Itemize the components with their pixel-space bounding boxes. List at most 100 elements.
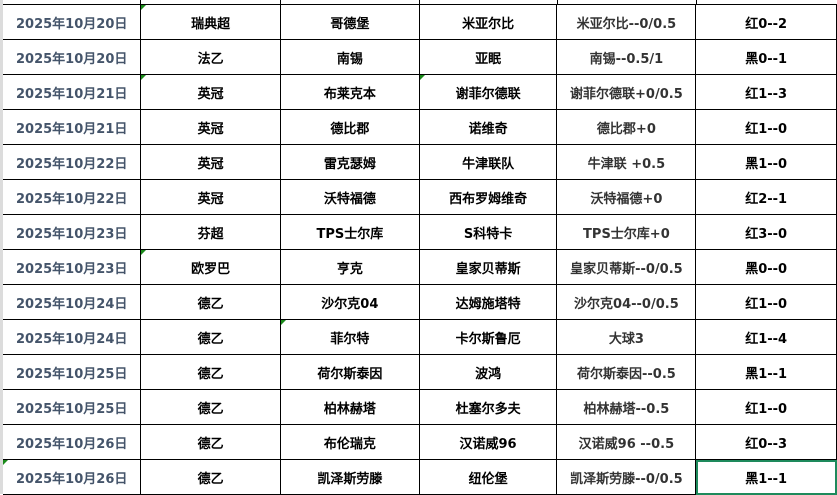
home-team-cell[interactable]: 布莱克本 bbox=[279, 74, 420, 110]
date-cell[interactable]: 2025年10月22日 bbox=[3, 144, 142, 180]
home-team-cell[interactable]: 德比郡 bbox=[279, 109, 420, 145]
handicap-cell[interactable]: TPS士尔库+0 bbox=[556, 214, 697, 250]
date-cell-text: 2025年10月23日 bbox=[16, 226, 128, 242]
result-cell[interactable]: 黑1--0 bbox=[695, 144, 837, 180]
home-team-cell[interactable]: 亨克 bbox=[279, 249, 420, 285]
table-row: 2025年10月20日 法乙 南锡 亚眠 南锡--0.5/1 黑0--1 bbox=[3, 39, 837, 75]
result-cell[interactable]: 黑0--0 bbox=[695, 249, 837, 285]
date-cell-text: 2025年10月26日 bbox=[16, 471, 128, 487]
handicap-cell[interactable]: 米亚尔比--0/0.5 bbox=[556, 4, 697, 40]
date-cell[interactable]: 2025年10月20日 bbox=[3, 4, 142, 40]
date-cell[interactable]: 2025年10月26日 bbox=[3, 424, 142, 460]
handicap-cell-text: 沃特福德+0 bbox=[590, 191, 663, 207]
home-team-cell[interactable]: 柏林赫塔 bbox=[279, 389, 420, 425]
away-team-cell[interactable]: 波鸿 bbox=[418, 354, 558, 390]
result-cell[interactable]: 红1--0 bbox=[695, 109, 837, 145]
table-row: 2025年10月20日 瑞典超 哥德堡 米亚尔比 米亚尔比--0/0.5 红0--2 bbox=[3, 4, 837, 40]
league-cell[interactable]: 瑞典超 bbox=[140, 4, 281, 40]
league-cell[interactable]: 英冠 bbox=[140, 74, 281, 110]
league-cell[interactable]: 德乙 bbox=[140, 284, 281, 320]
home-team-cell[interactable]: 荷尔斯泰因 bbox=[279, 354, 420, 390]
home-team-cell[interactable]: 哥德堡 bbox=[279, 4, 420, 40]
handicap-cell[interactable]: 德比郡+0 bbox=[556, 109, 697, 145]
result-cell[interactable]: 红1--4 bbox=[695, 319, 837, 355]
league-cell[interactable]: 德乙 bbox=[140, 424, 281, 460]
away-team-cell-text: 西布罗姆维奇 bbox=[449, 191, 528, 207]
date-cell[interactable]: 2025年10月21日 bbox=[3, 74, 142, 110]
home-team-cell[interactable]: 菲尔特 bbox=[279, 319, 420, 355]
league-cell[interactable]: 英冠 bbox=[140, 179, 281, 215]
league-cell[interactable]: 英冠 bbox=[140, 109, 281, 145]
handicap-cell[interactable]: 谢菲尔德联+0/0.5 bbox=[556, 74, 697, 110]
handicap-cell[interactable]: 沙尔克04--0/0.5 bbox=[556, 284, 697, 320]
away-team-cell[interactable]: 西布罗姆维奇 bbox=[418, 179, 558, 215]
league-cell[interactable]: 德乙 bbox=[140, 459, 281, 495]
away-team-cell[interactable]: 汉诺威96 bbox=[418, 424, 558, 460]
league-cell[interactable]: 法乙 bbox=[140, 39, 281, 75]
league-cell-text: 芬超 bbox=[197, 226, 224, 242]
handicap-cell[interactable]: 牛津联 +0.5 bbox=[556, 144, 697, 180]
handicap-cell[interactable]: 皇家贝蒂斯--0/0.5 bbox=[556, 249, 697, 285]
home-team-cell[interactable]: 凯泽斯劳滕 bbox=[279, 459, 420, 495]
result-cell[interactable]: 黑0--1 bbox=[695, 39, 837, 75]
handicap-cell[interactable]: 柏林赫塔--0.5 bbox=[556, 389, 697, 425]
home-team-cell[interactable]: 沃特福德 bbox=[279, 179, 420, 215]
date-cell[interactable]: 2025年10月23日 bbox=[3, 249, 142, 285]
result-cell[interactable]: 黑1--1 bbox=[695, 354, 837, 390]
date-cell[interactable]: 2025年10月20日 bbox=[3, 39, 142, 75]
home-team-cell-text: 南锡 bbox=[336, 51, 363, 67]
handicap-cell[interactable]: 凯泽斯劳滕--0/0.5 bbox=[556, 459, 697, 495]
table-row: 2025年10月25日 德乙 荷尔斯泰因 波鸿 荷尔斯泰因--0.5 黑1--1 bbox=[3, 354, 837, 390]
league-cell[interactable]: 欧罗巴 bbox=[140, 249, 281, 285]
league-cell-text: 英冠 bbox=[197, 86, 224, 102]
table-row: 2025年10月24日 德乙 沙尔克04 达姆施塔特 沙尔克04--0/0.5 红1--0 bbox=[3, 284, 837, 320]
home-team-cell[interactable]: 雷克瑟姆 bbox=[279, 144, 420, 180]
league-cell[interactable]: 德乙 bbox=[140, 354, 281, 390]
handicap-cell[interactable]: 南锡--0.5/1 bbox=[556, 39, 697, 75]
result-cell[interactable]: 红1--0 bbox=[695, 389, 837, 425]
away-team-cell[interactable]: 亚眠 bbox=[418, 39, 558, 75]
date-cell[interactable]: 2025年10月24日 bbox=[3, 284, 142, 320]
handicap-cell[interactable]: 荷尔斯泰因--0.5 bbox=[556, 354, 697, 390]
league-cell[interactable]: 芬超 bbox=[140, 214, 281, 250]
result-cell-text: 红1--4 bbox=[745, 331, 788, 347]
league-cell[interactable]: 德乙 bbox=[140, 389, 281, 425]
handicap-cell-text: 米亚尔比--0/0.5 bbox=[576, 16, 677, 32]
away-team-cell[interactable]: 达姆施塔特 bbox=[418, 284, 558, 320]
date-cell[interactable]: 2025年10月26日 bbox=[3, 459, 142, 495]
home-team-cell-text: 雷克瑟姆 bbox=[323, 156, 376, 172]
result-cell[interactable]: 红3--0 bbox=[695, 214, 837, 250]
away-team-cell-text: 卡尔斯鲁厄 bbox=[455, 331, 521, 347]
handicap-cell[interactable]: 大球3 bbox=[556, 319, 697, 355]
away-team-cell[interactable]: 牛津联队 bbox=[418, 144, 558, 180]
result-cell[interactable]: 红1--0 bbox=[695, 284, 837, 320]
home-team-cell[interactable]: 布伦瑞克 bbox=[279, 424, 420, 460]
date-cell[interactable]: 2025年10月23日 bbox=[3, 214, 142, 250]
home-team-cell[interactable]: 南锡 bbox=[279, 39, 420, 75]
result-cell[interactable]: 红1--3 bbox=[695, 74, 837, 110]
league-cell[interactable]: 英冠 bbox=[140, 144, 281, 180]
handicap-cell[interactable]: 汉诺威96 --0.5 bbox=[556, 424, 697, 460]
away-team-cell[interactable]: 纽伦堡 bbox=[418, 459, 558, 495]
date-cell[interactable]: 2025年10月22日 bbox=[3, 179, 142, 215]
result-cell[interactable]: 红0--3 bbox=[695, 424, 837, 460]
date-cell[interactable]: 2025年10月21日 bbox=[3, 109, 142, 145]
date-cell[interactable]: 2025年10月24日 bbox=[3, 319, 142, 355]
league-cell[interactable]: 德乙 bbox=[140, 319, 281, 355]
away-team-cell[interactable]: 杜塞尔多夫 bbox=[418, 389, 558, 425]
away-team-cell[interactable]: 皇家贝蒂斯 bbox=[418, 249, 558, 285]
date-cell[interactable]: 2025年10月25日 bbox=[3, 354, 142, 390]
away-team-cell[interactable]: 诺维奇 bbox=[418, 109, 558, 145]
handicap-cell[interactable]: 沃特福德+0 bbox=[556, 179, 697, 215]
home-team-cell[interactable]: TPS士尔库 bbox=[279, 214, 420, 250]
result-cell[interactable]: 黑1--1 bbox=[695, 459, 837, 495]
away-team-cell[interactable]: 卡尔斯鲁厄 bbox=[418, 319, 558, 355]
league-cell-text: 英冠 bbox=[197, 121, 224, 137]
date-cell[interactable]: 2025年10月25日 bbox=[3, 389, 142, 425]
away-team-cell[interactable]: S科特卡 bbox=[418, 214, 558, 250]
result-cell[interactable]: 红0--2 bbox=[695, 4, 837, 40]
result-cell[interactable]: 红2--1 bbox=[695, 179, 837, 215]
away-team-cell[interactable]: 米亚尔比 bbox=[418, 4, 558, 40]
away-team-cell[interactable]: 谢菲尔德联 bbox=[418, 74, 558, 110]
home-team-cell[interactable]: 沙尔克04 bbox=[279, 284, 420, 320]
